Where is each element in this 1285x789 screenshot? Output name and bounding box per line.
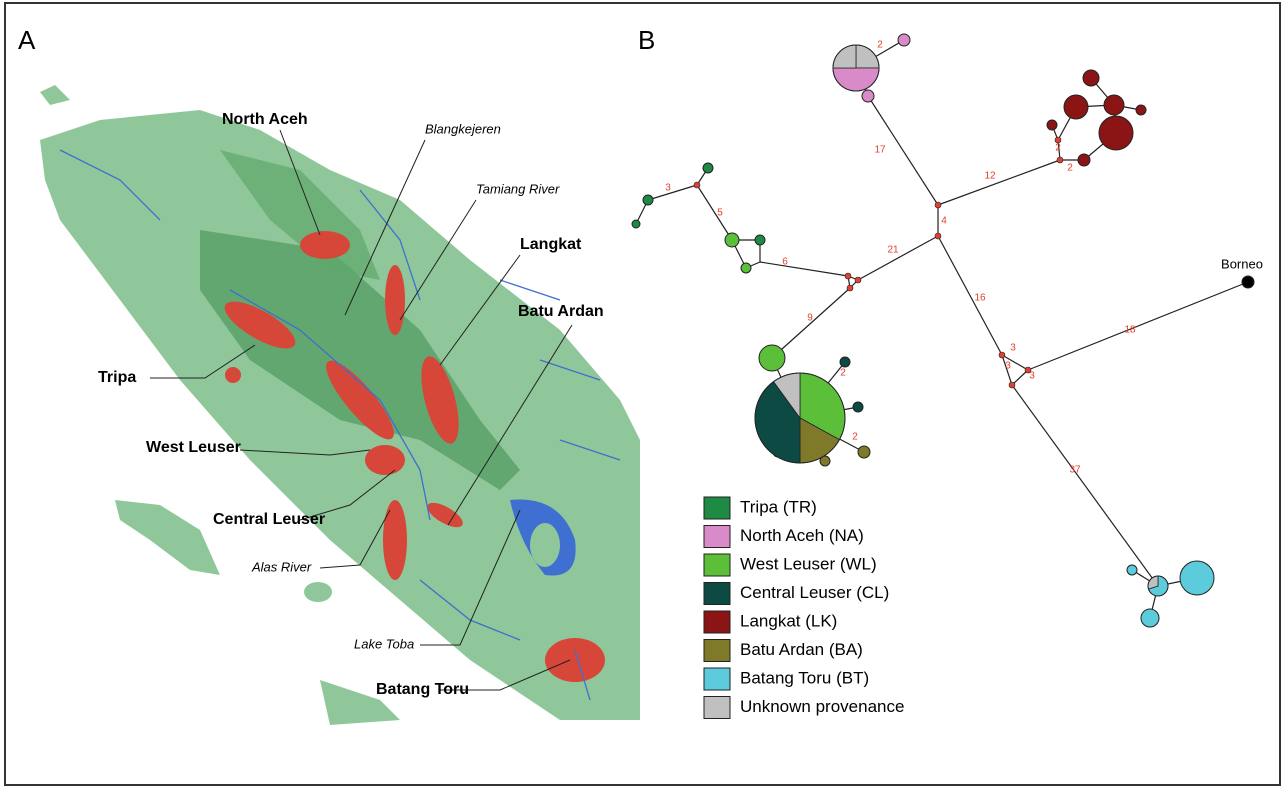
edge-label: 21 — [887, 245, 899, 256]
haplotype-node — [703, 163, 713, 173]
edge-label: 5 — [717, 208, 723, 219]
haplotype-node — [1099, 116, 1133, 150]
junction — [1009, 382, 1015, 388]
map-label: North Aceh — [222, 111, 308, 128]
haplotype-node — [862, 90, 874, 102]
edge-label: 4 — [941, 216, 947, 227]
haplotype-node — [1136, 105, 1146, 115]
junction — [847, 285, 853, 291]
edge-label: 2 — [852, 432, 858, 443]
legend-swatch — [704, 526, 730, 548]
haplotype-node — [1104, 95, 1124, 115]
legend-label: Tripa (TR) — [740, 497, 817, 516]
haplotype-node — [1180, 561, 1214, 595]
legend-swatch — [704, 554, 730, 576]
edge-label: 2 — [840, 368, 846, 379]
panel-label: A — [18, 25, 36, 55]
legend-label: Batu Ardan (BA) — [740, 640, 863, 659]
map-label: Lake Toba — [354, 636, 414, 651]
legend-swatch — [704, 668, 730, 690]
legend-label: Unknown provenance — [740, 697, 904, 716]
legend-swatch — [704, 697, 730, 719]
map-label: West Leuser — [146, 439, 241, 456]
edge-label: 12 — [984, 171, 996, 182]
legend-label: Batang Toru (BT) — [740, 668, 869, 687]
haplotype-node — [898, 34, 910, 46]
island — [530, 523, 560, 567]
edge-label: 3 — [1005, 361, 1011, 372]
edge-label: 3 — [1010, 343, 1016, 354]
map-label: Langkat — [520, 236, 582, 253]
haplotype-node — [755, 235, 765, 245]
junction — [855, 277, 861, 283]
junction — [694, 182, 700, 188]
outgroup-label: Borneo — [1221, 256, 1263, 271]
haplotype-node — [1127, 565, 1137, 575]
legend-swatch — [704, 611, 730, 633]
junction — [935, 233, 941, 239]
page: A B 2171222435621922163331837Borneo Nort… — [0, 0, 1285, 789]
junction — [1057, 157, 1063, 163]
edge-label: 18 — [1124, 325, 1136, 336]
edge-label: 37 — [1069, 465, 1081, 476]
haplotype-node — [741, 263, 751, 273]
edge-label: 3 — [665, 183, 671, 194]
edge-label: 2 — [1067, 163, 1073, 174]
haplotype-node — [759, 345, 785, 371]
legend-label: Central Leuser (CL) — [740, 583, 889, 602]
legend-label: West Leuser (WL) — [740, 554, 877, 573]
haplotype-node — [1047, 120, 1057, 130]
legend-label: Langkat (LK) — [740, 611, 837, 630]
legend-label: North Aceh (NA) — [740, 526, 864, 545]
junction — [845, 273, 851, 279]
haplotype-node — [1078, 154, 1090, 166]
haplotype-node — [1064, 95, 1088, 119]
edge-label: 17 — [874, 145, 886, 156]
haplotype-node — [643, 195, 653, 205]
haplotype-node — [632, 220, 640, 228]
map-label: Blangkejeren — [425, 121, 501, 136]
island — [304, 582, 332, 602]
edge-label: 9 — [807, 313, 813, 324]
haplotype-node — [853, 402, 863, 412]
legend-swatch — [704, 497, 730, 519]
map-label: Batang Toru — [376, 681, 469, 698]
edge-label: 2 — [1055, 143, 1061, 154]
legend-swatch — [704, 583, 730, 605]
panel-label: B — [638, 25, 655, 55]
map-label: Tripa — [98, 369, 136, 386]
junction — [999, 352, 1005, 358]
haplotype-node — [1242, 276, 1254, 288]
legend-swatch — [704, 640, 730, 662]
figure: A B 2171222435621922163331837Borneo Nort… — [0, 0, 1285, 789]
map-label: Tamiang River — [476, 181, 560, 196]
haplotype-node — [725, 233, 739, 247]
junction — [935, 202, 941, 208]
edge-label: 16 — [974, 293, 986, 304]
edge-label: 6 — [782, 257, 788, 268]
map-label: Batu Ardan — [518, 303, 604, 320]
haplotype-node — [1083, 70, 1099, 86]
haplotype-node — [1141, 609, 1159, 627]
map-label: Alas River — [251, 559, 312, 574]
haplotype-node — [840, 357, 850, 367]
edge-label: 3 — [1029, 371, 1035, 382]
haplotype-node — [858, 446, 870, 458]
edge-label: 2 — [877, 40, 883, 51]
map-label: Central Leuser — [213, 511, 325, 528]
